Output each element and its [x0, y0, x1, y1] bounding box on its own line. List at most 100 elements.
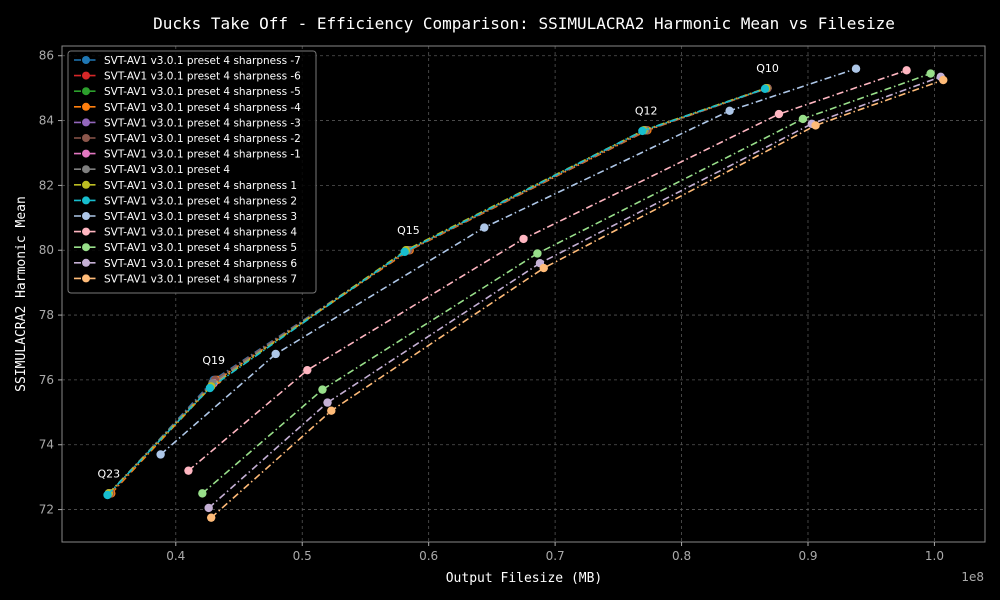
data-point: [198, 489, 207, 498]
legend-item: SVT-AV1 v3.0.1 preset 4 sharpness -3: [74, 117, 301, 129]
data-point: [156, 450, 165, 459]
y-tick-label: 72: [39, 503, 54, 517]
legend-label: SVT-AV1 v3.0.1 preset 4 sharpness -6: [104, 71, 301, 83]
data-point: [303, 365, 312, 375]
legend-label: SVT-AV1 v3.0.1 preset 4 sharpness 5: [104, 242, 297, 254]
legend-swatch-marker: [82, 227, 90, 236]
legend-label: SVT-AV1 v3.0.1 preset 4 sharpness 1: [104, 180, 297, 192]
legend-item: SVT-AV1 v3.0.1 preset 4 sharpness 6: [74, 258, 297, 270]
legend-label: SVT-AV1 v3.0.1 preset 4 sharpness -3: [104, 117, 301, 129]
y-tick-label: 76: [39, 373, 54, 387]
series-layer: [103, 64, 948, 522]
legend-item: SVT-AV1 v3.0.1 preset 4 sharpness 2: [74, 195, 297, 207]
y-axis-label: SSIMULACRA2 Harmonic Mean: [14, 196, 29, 392]
data-point: [939, 75, 948, 85]
legend-swatch-marker: [82, 118, 90, 127]
legend-label: SVT-AV1 v3.0.1 preset 4 sharpness 7: [104, 273, 297, 285]
legend-swatch-marker: [82, 165, 90, 174]
legend-item: SVT-AV1 v3.0.1 preset 4 sharpness -6: [74, 71, 301, 83]
x-tick-label: 0.4: [166, 549, 185, 563]
legend-item: SVT-AV1 v3.0.1 preset 4 sharpness 7: [74, 273, 297, 285]
data-point: [519, 234, 528, 244]
legend-label: SVT-AV1 v3.0.1 preset 4 sharpness 4: [104, 227, 297, 239]
data-point: [103, 490, 112, 500]
data-point: [533, 249, 542, 258]
legend-swatch-marker: [82, 134, 90, 142]
data-point: [323, 398, 332, 407]
legend-item: SVT-AV1 v3.0.1 preset 4 sharpness -4: [74, 102, 301, 114]
x-tick-label: 0.6: [419, 549, 438, 563]
legend-label: SVT-AV1 v3.0.1 preset 4: [104, 164, 230, 176]
legend: SVT-AV1 v3.0.1 preset 4 sharpness -7 SVT-…: [67, 50, 317, 294]
data-point: [480, 223, 489, 232]
data-point: [206, 513, 216, 522]
data-point: [184, 466, 193, 475]
legend-label: SVT-AV1 v3.0.1 preset 4 sharpness -1: [104, 149, 301, 161]
data-point: [811, 121, 820, 130]
legend-item: SVT-AV1 v3.0.1 preset 4 sharpness 1: [74, 180, 297, 192]
legend-swatch-marker: [82, 258, 90, 267]
data-point: [327, 406, 336, 415]
legend-swatch-marker: [82, 274, 90, 283]
legend-item: SVT-AV1 v3.0.1 preset 4 sharpness -1: [74, 149, 301, 161]
legend-item: SVT-AV1 v3.0.1 preset 4 sharpness -2: [74, 133, 301, 145]
legend-label: SVT-AV1 v3.0.1 preset 4 sharpness 6: [104, 258, 297, 270]
legend-swatch-marker: [82, 87, 90, 96]
series-11: [184, 66, 911, 475]
y-tick-label: 82: [39, 178, 54, 192]
data-point: [638, 126, 647, 136]
point-annotation: Q15: [397, 224, 420, 237]
x-tick-label: 0.7: [546, 549, 565, 563]
series-12: [198, 69, 935, 498]
legend-item: SVT-AV1 v3.0.1 preset 4 sharpness 4: [74, 227, 297, 239]
series-9: [103, 84, 770, 500]
annotations: Q23 Q19 Q15 Q12 Q10: [97, 62, 778, 480]
data-point: [926, 69, 935, 78]
x-tick-label: 0.8: [672, 549, 691, 563]
y-tick-label: 80: [39, 243, 54, 257]
legend-swatch-marker: [82, 56, 90, 64]
series-14: [206, 75, 948, 522]
data-point: [271, 349, 280, 359]
legend-swatch-marker: [82, 71, 90, 80]
point-annotation: Q12: [635, 104, 658, 117]
y-tick-label: 78: [39, 308, 54, 322]
grid: [62, 46, 985, 542]
data-point: [400, 247, 409, 257]
x-tick-label: 1.0: [925, 549, 944, 563]
legend-label: SVT-AV1 v3.0.1 preset 4 sharpness -7: [104, 55, 301, 67]
legend-label: SVT-AV1 v3.0.1 preset 4 sharpness 2: [104, 195, 297, 207]
legend-swatch-marker: [82, 243, 90, 252]
y-tick-label: 74: [39, 438, 54, 452]
legend-item: SVT-AV1 v3.0.1 preset 4 sharpness 5: [74, 242, 297, 254]
legend-label: SVT-AV1 v3.0.1 preset 4 sharpness 3: [104, 211, 297, 223]
legend-item: SVT-AV1 v3.0.1 preset 4 sharpness -7: [74, 55, 301, 67]
series-10: [156, 64, 861, 459]
data-point: [725, 106, 734, 116]
data-point: [774, 109, 784, 119]
data-point: [205, 383, 215, 393]
data-point: [902, 66, 911, 75]
legend-item: SVT-AV1 v3.0.1 preset 4: [74, 164, 230, 176]
plot-frame: [61, 45, 986, 543]
legend-item: SVT-AV1 v3.0.1 preset 4 sharpness -5: [74, 86, 301, 98]
legend-swatch-marker: [82, 212, 90, 220]
legend-label: SVT-AV1 v3.0.1 preset 4 sharpness -5: [104, 86, 301, 98]
legend-swatch-marker: [82, 102, 90, 111]
legend-swatch-marker: [82, 180, 90, 189]
data-point: [851, 64, 861, 73]
y-tick-label: 86: [39, 49, 54, 63]
data-point: [798, 114, 808, 124]
x-offset-text: 1e8: [961, 570, 984, 584]
series-line: [201, 72, 931, 495]
point-annotation: Q23: [97, 467, 120, 480]
data-point: [318, 385, 327, 394]
legend-box: [67, 50, 317, 294]
legend-item: SVT-AV1 v3.0.1 preset 4 sharpness 3: [74, 211, 297, 223]
x-axis-label: Output Filesize (MB): [446, 571, 603, 586]
legend-label: SVT-AV1 v3.0.1 preset 4 sharpness -2: [104, 133, 301, 145]
x-tick-label: 0.5: [293, 549, 312, 563]
data-point: [204, 503, 213, 513]
data-point: [539, 263, 548, 273]
